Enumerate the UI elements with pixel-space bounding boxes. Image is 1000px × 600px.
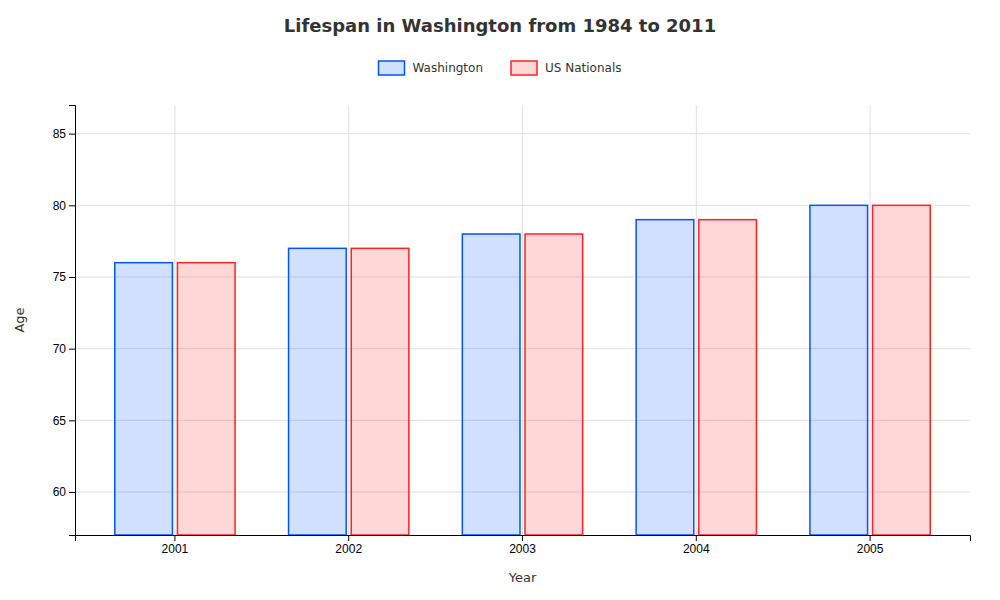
legend-swatch (378, 61, 404, 75)
tick-mark (348, 535, 349, 541)
chart: 60 65 70 75 80 85 2001 2002 2003 2004 2005 Lifespan… (0, 0, 1000, 600)
bar (462, 234, 520, 535)
tick: 2004 (683, 535, 710, 556)
tick-mark (69, 349, 75, 350)
tick-label: 2004 (683, 542, 710, 556)
tick-mark (696, 535, 697, 541)
tick-label: 2001 (162, 542, 189, 556)
tick-mark (69, 277, 75, 278)
axis-line (69, 106, 76, 536)
grid-line (348, 105, 349, 535)
legend-swatch (511, 61, 537, 75)
tick: 2001 (162, 535, 189, 556)
legend-label: US Nationals (545, 61, 621, 75)
tick-mark (870, 535, 871, 541)
tick-mark (522, 535, 523, 541)
tick-label: 2002 (335, 542, 362, 556)
grid-line (696, 105, 697, 535)
tick-label: 65 (53, 414, 67, 428)
bar (351, 248, 409, 535)
tick-label: 60 (53, 485, 67, 499)
tick: 2002 (335, 535, 362, 556)
tick: 75 (53, 270, 75, 284)
grid-line (174, 105, 175, 535)
x-axis-title: Year (508, 570, 537, 585)
legend-item: Washington (378, 61, 483, 75)
bar (636, 220, 694, 535)
bar (115, 263, 173, 535)
bar (699, 220, 757, 535)
grid (75, 105, 970, 535)
tick: 65 (53, 414, 75, 428)
tick-mark (174, 535, 175, 541)
tick: 60 (53, 485, 75, 499)
bar (289, 248, 347, 535)
tick-label: 2003 (509, 542, 536, 556)
bar (177, 263, 235, 535)
tick: 2005 (857, 535, 884, 556)
x-axis: 2001 2002 2003 2004 2005 (76, 535, 971, 556)
tick: 80 (53, 199, 75, 213)
tick-label: 85 (53, 127, 67, 141)
grid-line (870, 105, 871, 535)
y-axis: 60 65 70 75 80 85 (53, 106, 76, 536)
title: Lifespan in Washington from 1984 to 2011 (284, 15, 716, 36)
tick-label: 80 (53, 199, 67, 213)
tick: 85 (53, 127, 75, 141)
y-axis-title: Age (12, 307, 27, 332)
tick-label: 2005 (857, 542, 884, 556)
tick: 2003 (509, 535, 536, 556)
legend: Washington US Nationals (378, 61, 621, 75)
tick-mark (69, 492, 75, 493)
tick: 70 (53, 342, 75, 356)
grid-line (522, 105, 523, 535)
legend-item: US Nationals (511, 61, 621, 75)
tick-mark (69, 134, 75, 135)
bars (115, 205, 930, 535)
tick-label: 70 (53, 342, 67, 356)
tick-label: 75 (53, 270, 67, 284)
bar (525, 234, 583, 535)
bar (873, 205, 931, 535)
tick-mark (69, 420, 75, 421)
tick-mark (69, 205, 75, 206)
legend-label: Washington (412, 61, 483, 75)
axis-line (76, 536, 971, 542)
bar (810, 205, 868, 535)
